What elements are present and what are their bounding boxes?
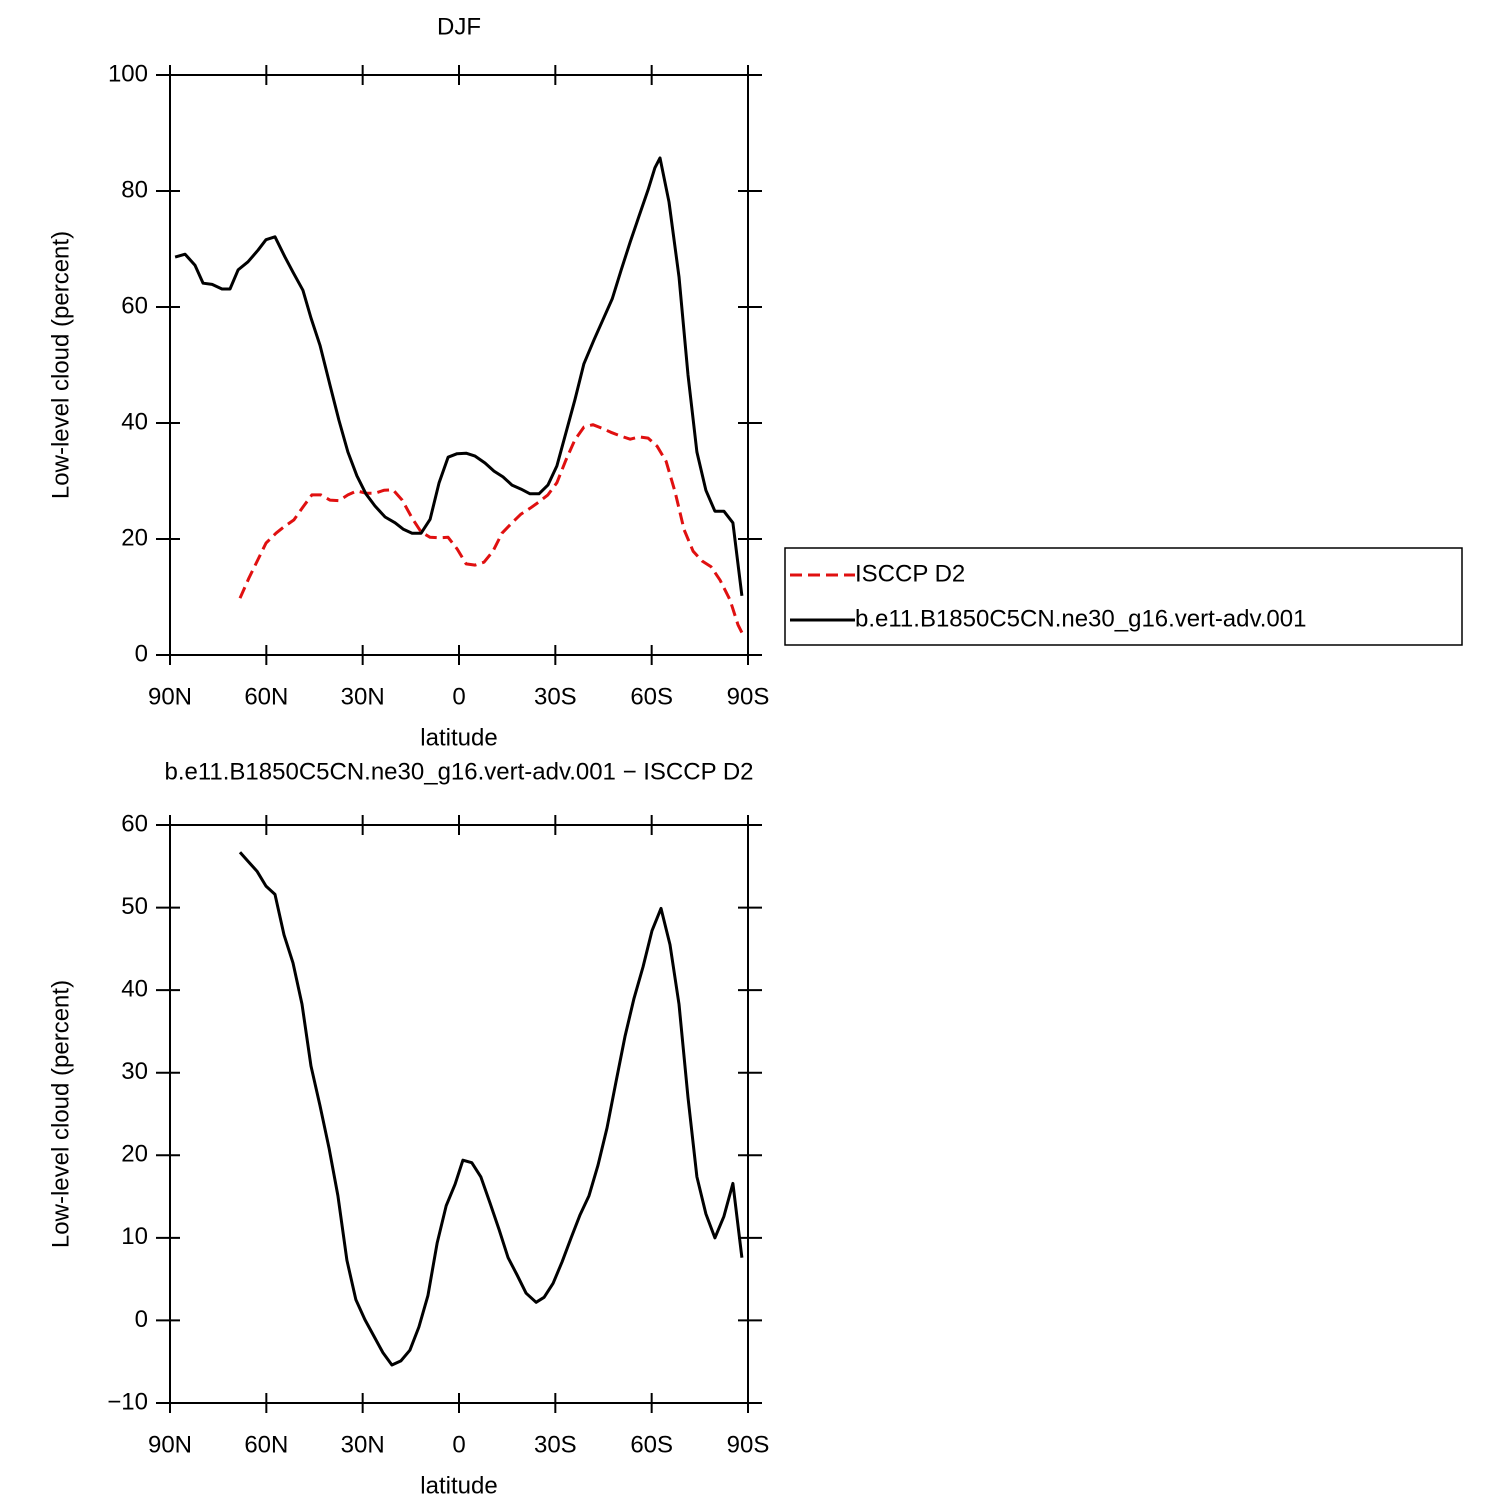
x-tick-label: 30N bbox=[341, 1431, 385, 1458]
y-tick-label: 20 bbox=[121, 1141, 148, 1168]
y-tick-label: 40 bbox=[121, 408, 148, 435]
data-line bbox=[238, 851, 744, 1367]
x-tick-label: 30S bbox=[534, 1431, 577, 1458]
y-tick-label: −10 bbox=[107, 1388, 148, 1415]
y-tick-label: 40 bbox=[121, 975, 148, 1002]
y-axis-label: Low-level cloud (percent) bbox=[47, 231, 74, 499]
data-line bbox=[238, 423, 746, 638]
y-tick-label: 20 bbox=[121, 524, 148, 551]
y-tick-label: 60 bbox=[121, 292, 148, 319]
x-tick-label: 30N bbox=[341, 683, 385, 710]
y-tick-label: 0 bbox=[135, 640, 148, 667]
y-tick-label: 100 bbox=[108, 60, 148, 87]
chart-title: DJF bbox=[437, 13, 481, 40]
data-line bbox=[174, 156, 744, 596]
y-axis-label: Low-level cloud (percent) bbox=[47, 980, 74, 1248]
y-tick-label: 10 bbox=[121, 1223, 148, 1250]
x-tick-label: 60S bbox=[630, 683, 673, 710]
legend-label: b.e11.B1850C5CN.ne30_g16.vert-adv.001 bbox=[855, 605, 1306, 632]
y-tick-label: 60 bbox=[121, 810, 148, 837]
x-tick-label: 60N bbox=[244, 1431, 288, 1458]
legend-box bbox=[784, 547, 1463, 646]
y-tick-label: 80 bbox=[121, 176, 148, 203]
x-axis-label: latitude bbox=[420, 1472, 497, 1499]
x-tick-label: 90S bbox=[727, 683, 770, 710]
y-tick-label: 50 bbox=[121, 893, 148, 920]
x-tick-label: 60N bbox=[244, 683, 288, 710]
x-tick-label: 60S bbox=[630, 1431, 673, 1458]
y-tick-label: 0 bbox=[135, 1306, 148, 1333]
chart-title: b.e11.B1850C5CN.ne30_g16.vert-adv.001 − … bbox=[164, 758, 753, 785]
x-axis-label: latitude bbox=[420, 724, 497, 751]
x-tick-label: 0 bbox=[452, 683, 465, 710]
x-tick-label: 30S bbox=[534, 683, 577, 710]
x-tick-label: 90N bbox=[148, 1431, 192, 1458]
y-tick-label: 30 bbox=[121, 1058, 148, 1085]
x-tick-label: 90S bbox=[727, 1431, 770, 1458]
x-tick-label: 90N bbox=[148, 683, 192, 710]
legend-label: ISCCP D2 bbox=[855, 560, 965, 587]
x-tick-label: 0 bbox=[452, 1431, 465, 1458]
